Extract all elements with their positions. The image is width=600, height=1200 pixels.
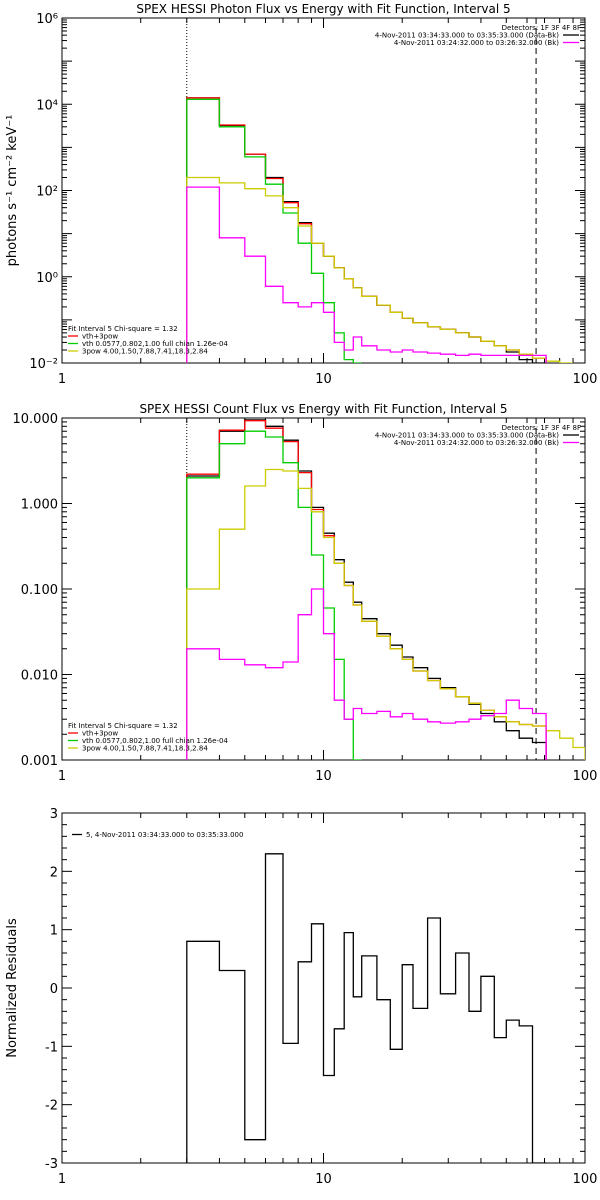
series-line-2 [186,97,547,363]
x-tick-label: 100 [573,372,598,387]
y-tick-label: -2 [45,1099,58,1114]
chart-panel-1: 1 10 100 10⁻² 10⁰ 10² 10⁴ 10⁶ SPEX HESSI Photon … [5,2,597,387]
series-line-3 [186,98,362,363]
legend-text: vth 0.0577,0.802,1.00 full chian 1.26e-0… [82,737,228,745]
y-tick-label: 0.010 [21,669,58,684]
y-tick-label: -1 [45,1040,58,1055]
series-line-1 [186,97,547,363]
legend-text: vth+3pow [82,730,118,738]
x-tick-label: 1 [58,1172,66,1187]
y-tick-label: 1.000 [21,498,58,513]
legend-text: Fit Interval 5 Chi-square = 1.32 [68,722,178,730]
y-tick-label: 10.000 [13,412,59,427]
series-line-4 [186,176,573,363]
legend-text: Detectors: 1F 3F 4F 8F [502,424,581,432]
legend-text: 3pow 4.00,1.50,7.88,7.41,18.3,2.84 [82,348,208,356]
y-tick-label: 2 [50,865,58,880]
series-line-1 [186,853,547,1163]
x-tick-label: 100 [573,769,598,784]
y-tick-label: 10⁶ [36,12,58,27]
chart-panel-2: 1 10 100 0.001 0.010 0.100 1.000 10.000 SPEX HES… [13,402,598,784]
y-tick-label: 10⁰ [36,271,58,286]
legend-text: 4-Nov-2011 03:24:32.000 to 03:26:32.000 … [394,39,559,47]
legend-text: 4-Nov-2011 03:34:33.000 to 03:35:33.000 … [375,432,559,440]
y-tick-label: 1 [50,924,58,939]
legend-text: 3pow 4.00,1.50,7.88,7.41,18.3,2.84 [82,745,208,753]
series-line-1 [186,419,547,760]
x-tick-label: 1 [58,769,66,784]
y-tick-label: 10² [36,185,58,200]
x-tick-label: 10 [315,769,332,784]
legend-text: Fit Interval 5 Chi-square = 1.32 [68,325,178,333]
y-tick-label: 3 [50,807,58,822]
chart-title: SPEX HESSI Count Flux vs Energy with Fit… [139,402,507,416]
legend-text: vth 0.0577,0.802,1.00 full chian 1.26e-0… [82,340,228,348]
x-tick-label: 10 [315,1172,332,1187]
series-line-5 [186,186,547,363]
y-tick-label: -3 [45,1157,58,1172]
y-tick-label: 0.001 [21,754,58,769]
chart-title: SPEX HESSI Photon Flux vs Energy with Fi… [136,2,510,16]
series-line-2 [186,420,547,760]
x-tick-label: 10 [315,372,332,387]
legend-text: Detectors: 1F 3F 4F 8F [502,24,581,32]
series-line-4 [186,468,585,760]
legend-text: vth+3pow [82,333,118,341]
series-line-5 [186,588,547,760]
series-line-3 [186,430,362,760]
y-tick-label: 0 [50,982,58,997]
chart-panel-3: 1 10 100 -3 -2 -1 0 1 2 3 Normalized Residuals 5, 4… [5,807,597,1187]
y-axis-label: Normalized Residuals [5,918,20,1058]
legend-text: 4-Nov-2011 03:24:32.000 to 03:26:32.000 … [394,439,559,447]
y-axis-label: photons s⁻¹ cm⁻² keV⁻¹ [5,115,20,267]
y-tick-label: 10⁻² [29,357,58,372]
y-tick-label: 10⁴ [36,98,58,113]
x-tick-label: 100 [573,1172,598,1187]
y-tick-label: 0.100 [21,583,58,598]
x-tick-label: 1 [58,372,66,387]
legend-text: 5, 4-Nov-2011 03:34:33.000 to 03:35:33.0… [86,831,243,839]
legend-text: 4-Nov-2011 03:34:33.000 to 03:35:33.000 … [375,32,559,40]
